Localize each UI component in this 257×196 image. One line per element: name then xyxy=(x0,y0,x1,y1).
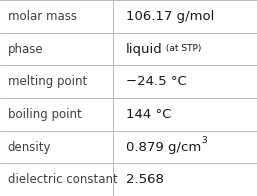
Text: boiling point: boiling point xyxy=(8,108,81,121)
Text: phase: phase xyxy=(8,43,43,55)
Text: 2.568: 2.568 xyxy=(126,173,164,186)
Text: 3: 3 xyxy=(201,136,207,145)
Text: −24.5 °C: −24.5 °C xyxy=(126,75,187,88)
Text: 0.879 g/cm: 0.879 g/cm xyxy=(126,141,201,153)
Text: dielectric constant: dielectric constant xyxy=(8,173,117,186)
Text: 144 °C: 144 °C xyxy=(126,108,171,121)
Text: (at STP): (at STP) xyxy=(163,44,201,54)
Text: 106.17 g/mol: 106.17 g/mol xyxy=(126,10,214,23)
Text: liquid: liquid xyxy=(126,43,163,55)
Text: density: density xyxy=(8,141,51,153)
Text: melting point: melting point xyxy=(8,75,87,88)
Text: molar mass: molar mass xyxy=(8,10,77,23)
